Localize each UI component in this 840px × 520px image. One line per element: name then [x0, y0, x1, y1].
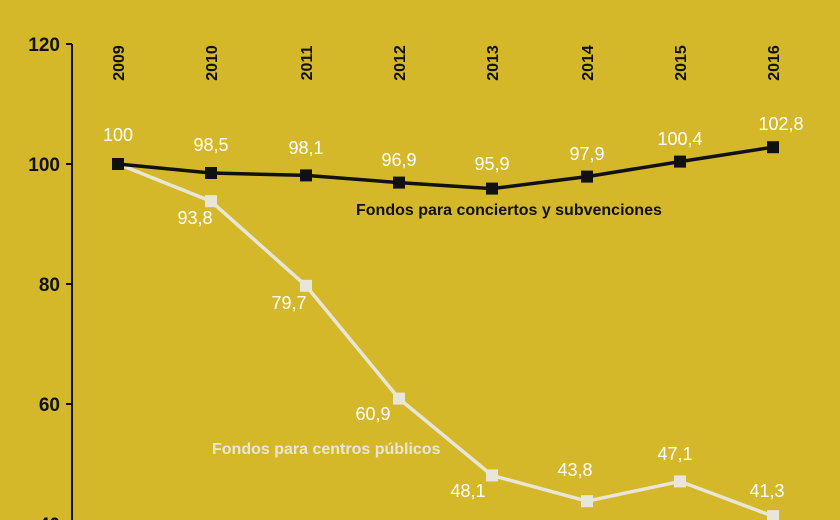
- y-tick-label: 60: [39, 395, 60, 416]
- x-tick-label: 2010: [204, 45, 221, 81]
- series-label-light: Fondos para centros públicos: [212, 441, 441, 458]
- series-0-marker: [393, 176, 405, 189]
- value-labels: 100 98,5 98,1 96,9 95,9 97,9 100,4 102,8 93,8 79,…: [103, 114, 804, 501]
- series-0-marker: [581, 170, 593, 183]
- series-1-marker: [300, 279, 312, 292]
- series-1-marker: [767, 510, 779, 520]
- data-label-light: 43,8: [557, 460, 592, 480]
- data-label-dark: 102,8: [758, 114, 803, 134]
- data-label-light: 93,8: [177, 208, 212, 228]
- series-line-0: [117, 145, 774, 191]
- x-tick-label: 2011: [299, 46, 316, 81]
- y-axis-ticks: 120 100 80 60 40: [28, 35, 72, 520]
- data-label-dark: 95,9: [474, 154, 509, 174]
- series-1-marker: [205, 195, 217, 208]
- data-label-dark: 97,9: [569, 144, 604, 164]
- y-tick-label: 100: [28, 155, 60, 176]
- x-tick-label: 2016: [766, 45, 783, 81]
- x-tick-label: 2009: [111, 45, 128, 81]
- x-axis-ticks: 2009 2010 2011 2012 2013 2014 2015 2016: [111, 45, 783, 81]
- x-tick-label: 2013: [485, 45, 502, 81]
- series-0-marker: [486, 182, 498, 195]
- series-1-marker: [393, 392, 405, 405]
- y-tick-label: 40: [39, 515, 60, 520]
- x-tick-label: 2014: [580, 45, 597, 81]
- series-0-marker: [300, 169, 312, 182]
- data-label-dark: 100,4: [657, 129, 702, 149]
- series-1-marker: [581, 495, 593, 508]
- data-label-light: 48,1: [450, 481, 485, 501]
- data-label-dark: 96,9: [381, 150, 416, 170]
- series-0-marker: [112, 158, 124, 170]
- series-lines: [112, 141, 779, 520]
- data-label-light: 47,1: [657, 444, 692, 464]
- data-label-dark: 98,5: [193, 135, 228, 155]
- series-0-marker: [674, 155, 686, 168]
- series-0-marker: [205, 167, 217, 179]
- data-label-light: 41,3: [749, 481, 784, 501]
- data-label-dark: 98,1: [288, 138, 323, 158]
- series-0-marker: [767, 141, 779, 154]
- x-tick-label: 2015: [673, 45, 690, 81]
- series-1-marker: [486, 469, 498, 482]
- data-label-light: 79,7: [271, 293, 306, 313]
- series-label-dark: Fondos para conciertos y subvenciones: [356, 202, 662, 219]
- series-1-marker: [674, 475, 686, 488]
- series-line-1: [117, 162, 774, 518]
- data-label-light: 60,9: [355, 404, 390, 424]
- y-tick-label: 120: [28, 35, 60, 56]
- data-label-dark: 100: [103, 125, 133, 145]
- x-tick-label: 2012: [392, 45, 409, 81]
- y-tick-label: 80: [39, 275, 60, 296]
